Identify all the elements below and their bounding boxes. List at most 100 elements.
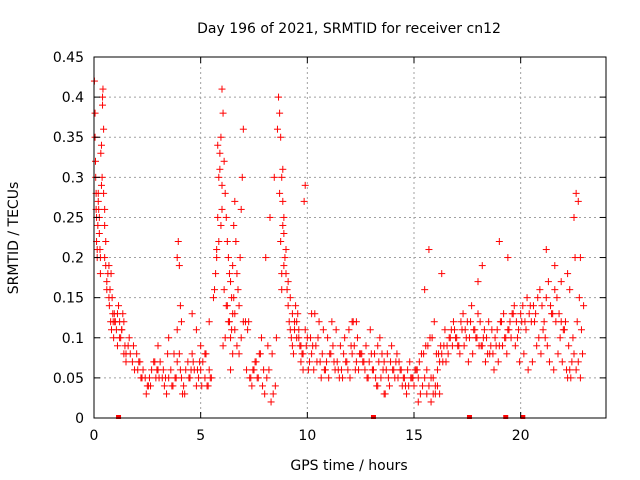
- data-point: [510, 302, 518, 310]
- data-point: [366, 326, 374, 334]
- data-point: [531, 318, 539, 326]
- data-point: [404, 366, 412, 374]
- data-point: [520, 350, 528, 358]
- data-point: [280, 213, 288, 221]
- data-point: [99, 101, 107, 109]
- data-point: [515, 326, 523, 334]
- data-point: [164, 350, 172, 358]
- data-point: [99, 85, 107, 93]
- data-point: [558, 358, 566, 366]
- data-point: [260, 366, 268, 374]
- data-point: [435, 350, 443, 358]
- data-point: [151, 358, 159, 366]
- data-point: [526, 302, 534, 310]
- data-point: [557, 278, 565, 286]
- data-point: [552, 318, 560, 326]
- data-point: [102, 238, 110, 246]
- data-point: [160, 382, 168, 390]
- data-point: [101, 221, 109, 229]
- data-point: [479, 334, 487, 342]
- data-point: [221, 334, 229, 342]
- data-point: [445, 334, 453, 342]
- data-point: [155, 374, 163, 382]
- data-point: [548, 310, 556, 318]
- data-point: [560, 326, 568, 334]
- data-point: [95, 229, 103, 237]
- data-point: [276, 189, 284, 197]
- data-point: [542, 246, 550, 254]
- data-point: [541, 334, 549, 342]
- data-point: [225, 318, 233, 326]
- data-point: [277, 133, 285, 141]
- gap-marker: [116, 415, 122, 419]
- data-point: [235, 350, 243, 358]
- data-point: [438, 270, 446, 278]
- y-tick-label: 0.2: [62, 251, 84, 267]
- data-point: [544, 278, 552, 286]
- x-tick-label: 15: [405, 428, 423, 444]
- data-point: [568, 358, 576, 366]
- x-axis-label: GPS time / hours: [290, 458, 407, 474]
- data-point: [217, 221, 225, 229]
- data-point: [421, 286, 429, 294]
- data-point: [456, 350, 464, 358]
- data-point: [217, 133, 225, 141]
- data-point: [474, 310, 482, 318]
- data-point: [328, 318, 336, 326]
- data-point: [398, 382, 406, 390]
- data-point: [550, 366, 558, 374]
- data-point: [223, 302, 231, 310]
- data-point: [120, 350, 128, 358]
- data-point: [452, 334, 460, 342]
- data-point: [573, 318, 581, 326]
- data-point: [120, 318, 128, 326]
- y-tick-label: 0.45: [53, 50, 84, 66]
- data-point: [517, 310, 525, 318]
- data-point: [406, 358, 414, 366]
- data-point: [91, 157, 99, 165]
- x-tick-label: 10: [298, 428, 316, 444]
- data-point: [99, 93, 107, 101]
- data-point: [425, 382, 433, 390]
- data-point: [118, 326, 126, 334]
- data-point: [116, 334, 124, 342]
- data-point: [567, 374, 575, 382]
- data-point: [474, 278, 482, 286]
- data-point: [460, 342, 468, 350]
- data-point: [279, 221, 287, 229]
- data-point: [353, 334, 361, 342]
- data-point: [239, 125, 247, 133]
- x-tick-label: 5: [196, 428, 205, 444]
- data-point: [375, 358, 383, 366]
- data-point: [309, 342, 317, 350]
- data-point: [561, 318, 569, 326]
- data-point: [284, 278, 292, 286]
- data-point: [308, 310, 316, 318]
- data-point: [543, 342, 551, 350]
- data-point: [172, 374, 180, 382]
- data-point: [388, 342, 396, 350]
- data-point: [454, 342, 462, 350]
- data-point: [340, 350, 348, 358]
- data-point: [358, 350, 366, 358]
- data-point: [95, 205, 103, 213]
- data-point: [421, 374, 429, 382]
- data-point: [352, 358, 360, 366]
- data-point: [467, 318, 475, 326]
- data-point: [423, 366, 431, 374]
- data-point: [532, 310, 540, 318]
- data-point: [221, 189, 229, 197]
- data-point: [231, 310, 239, 318]
- data-point: [165, 334, 173, 342]
- data-point: [161, 374, 169, 382]
- data-point: [413, 366, 421, 374]
- data-point: [564, 270, 572, 278]
- data-point: [224, 254, 232, 262]
- data-point: [232, 238, 240, 246]
- data-point: [248, 382, 256, 390]
- data-point: [430, 318, 438, 326]
- data-point: [229, 350, 237, 358]
- data-point: [193, 366, 201, 374]
